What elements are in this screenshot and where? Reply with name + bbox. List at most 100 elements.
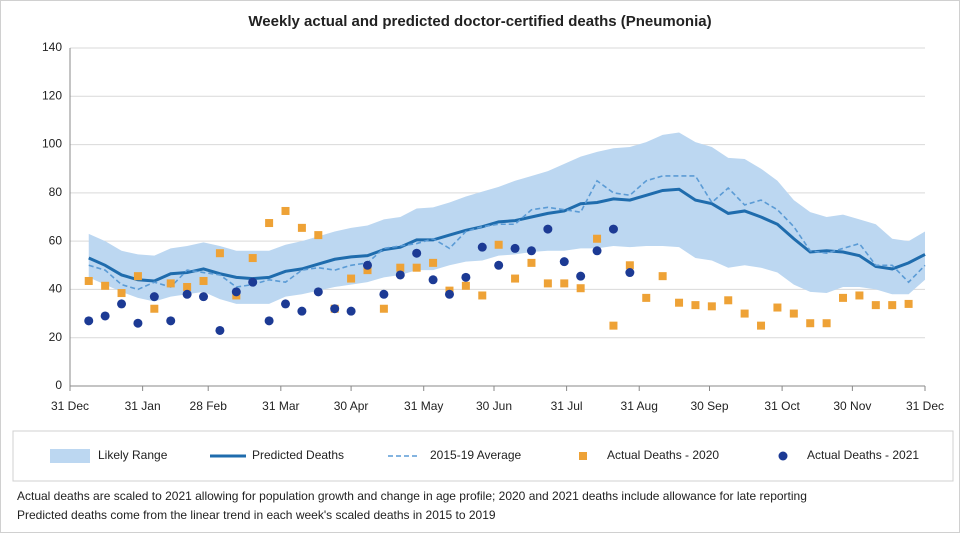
circle-marker [281, 299, 291, 309]
x-tick-label: 28 Feb [190, 399, 228, 413]
square-marker [281, 206, 290, 215]
circle-marker [297, 306, 307, 316]
square-marker [215, 249, 224, 258]
circle-marker [559, 257, 569, 267]
y-tick-label: 20 [49, 330, 63, 344]
circle-marker [608, 224, 618, 234]
square-marker [740, 309, 749, 318]
circle-marker [379, 289, 389, 299]
legend-swatch [579, 452, 587, 460]
x-tick-label: 31 Oct [764, 399, 800, 413]
square-marker [133, 272, 142, 281]
x-tick-label: 31 Dec [906, 399, 944, 413]
square-marker [609, 321, 618, 330]
square-marker [511, 274, 520, 283]
square-marker [429, 258, 438, 267]
x-tick-label: 31 Dec [51, 399, 89, 413]
circle-marker [510, 243, 520, 253]
x-tick-label: 30 Apr [334, 399, 369, 413]
square-marker [166, 279, 175, 288]
square-marker [379, 304, 388, 313]
square-marker [789, 309, 798, 318]
square-marker [543, 279, 552, 288]
square-marker [888, 301, 897, 310]
x-tick-label: 31 Jul [551, 399, 583, 413]
circle-marker [461, 272, 471, 282]
square-marker [478, 291, 487, 300]
square-marker [871, 301, 880, 310]
square-marker [839, 293, 848, 302]
x-tick-label: 30 Sep [690, 399, 728, 413]
square-marker [84, 276, 93, 285]
circle-marker [313, 287, 323, 297]
square-marker [904, 299, 913, 308]
circle-marker [248, 277, 258, 287]
circle-marker [84, 316, 94, 326]
circle-marker [199, 292, 209, 302]
circle-marker [182, 289, 192, 299]
square-marker [593, 234, 602, 243]
legend-swatch [50, 449, 90, 463]
y-tick-label: 80 [49, 185, 63, 199]
line [88, 187, 926, 283]
circle-marker [395, 270, 405, 280]
circle-marker [444, 289, 454, 299]
square-marker [183, 283, 192, 292]
legend-label: Likely Range [98, 448, 168, 462]
y-tick-label: 140 [42, 40, 62, 54]
circle-marker [149, 292, 159, 302]
square-marker [396, 263, 405, 272]
y-tick-label: 0 [55, 378, 62, 392]
circle-marker [117, 299, 127, 309]
x-tick-label: 31 May [404, 399, 443, 413]
legend-label: Actual Deaths - 2021 [807, 448, 919, 462]
legend-label: Actual Deaths - 2020 [607, 448, 719, 462]
circle-marker [412, 248, 422, 258]
x-tick-label: 30 Nov [833, 399, 871, 413]
circle-marker [346, 306, 356, 316]
legend-label: Predicted Deaths [252, 448, 344, 462]
square-marker [199, 276, 208, 285]
square-marker [265, 219, 274, 228]
square-marker [691, 301, 700, 310]
square-marker [461, 281, 470, 290]
y-tick-label: 100 [42, 137, 62, 151]
circle-marker [576, 271, 586, 281]
square-marker [724, 296, 733, 305]
dashed-line [88, 175, 926, 291]
square-marker [297, 223, 306, 232]
circle-marker [592, 246, 602, 256]
circle-marker [625, 268, 635, 278]
circle-marker [362, 260, 372, 270]
circle-marker [166, 316, 176, 326]
square-marker [412, 263, 421, 272]
square-marker [773, 303, 782, 312]
x-tick-label: 30 Jun [476, 399, 512, 413]
square-marker [314, 231, 323, 240]
circle-marker [100, 311, 110, 321]
legend-box [12, 430, 954, 482]
circle-marker [543, 224, 553, 234]
x-tick-label: 31 Jan [125, 399, 161, 413]
square-marker [757, 321, 766, 330]
circle-marker [330, 304, 340, 314]
circle-marker [526, 246, 536, 256]
square-marker [855, 291, 864, 300]
square-marker [625, 261, 634, 270]
square-marker [117, 289, 126, 298]
square-marker [363, 266, 372, 275]
circle-marker [264, 316, 274, 326]
square-marker [101, 281, 110, 290]
y-tick-label: 40 [49, 282, 63, 296]
circle-marker [477, 242, 487, 252]
square-marker [347, 274, 356, 283]
chart-title: Weekly actual and predicted doctor-certi… [248, 13, 711, 30]
square-marker [248, 254, 257, 263]
square-marker [642, 293, 651, 302]
legend-label: 2015-19 Average [430, 448, 522, 462]
square-marker [150, 304, 159, 313]
likely-range-band [88, 132, 925, 304]
circle-marker [215, 325, 225, 335]
